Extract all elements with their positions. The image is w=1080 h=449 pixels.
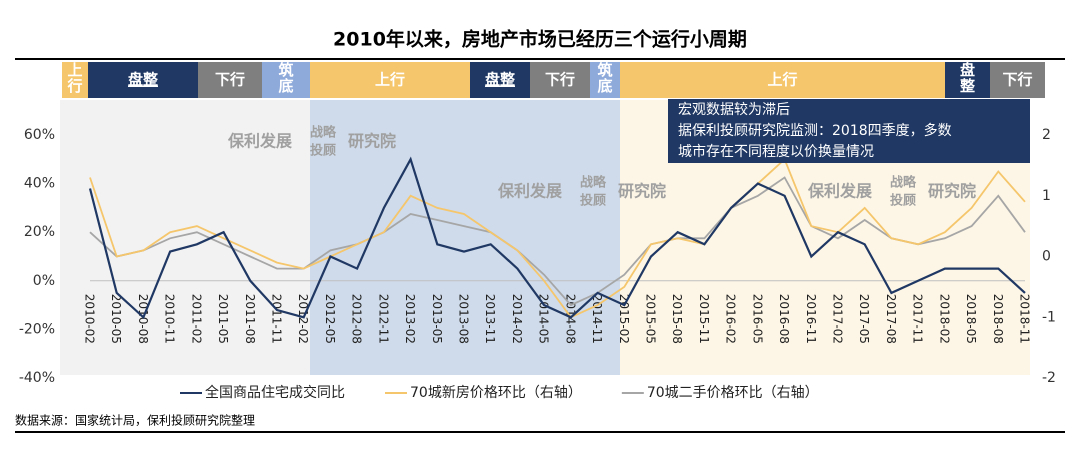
phase-cell bbox=[470, 62, 530, 98]
phase-cell bbox=[530, 62, 590, 98]
x-tick-label: 2011-05 bbox=[216, 294, 230, 344]
x-tick-label: 2014-08 bbox=[563, 294, 577, 344]
annotation: 城市存在不同程度以价换量情况 bbox=[678, 143, 874, 160]
phase-label: 上行 bbox=[767, 71, 797, 89]
x-tick-label: 2017-02 bbox=[831, 294, 845, 344]
watermark: 研究院 bbox=[348, 132, 396, 151]
x-tick-label: 2014-02 bbox=[510, 294, 524, 344]
phase-label: 下行 bbox=[1002, 71, 1032, 89]
x-tick-label: 2013-11 bbox=[483, 294, 497, 344]
phase-label: 盘整 bbox=[485, 71, 515, 89]
annotation-box bbox=[668, 99, 1030, 163]
x-tick-label: 2016-05 bbox=[750, 294, 764, 344]
watermark: 战略 bbox=[890, 175, 917, 191]
phase-cell bbox=[310, 62, 470, 98]
x-tick-label: 2018-08 bbox=[991, 294, 1005, 344]
phase-label: 盘整 bbox=[128, 71, 158, 89]
chart-title: 2010年以来，房地产市场已经历三个运行小周期 bbox=[333, 28, 747, 51]
x-tick-label: 2016-08 bbox=[777, 294, 791, 344]
x-tick-label: 2013-08 bbox=[457, 294, 471, 344]
x-tick-label: 2016-02 bbox=[724, 294, 738, 344]
phase-cell bbox=[620, 62, 945, 98]
x-tick-label: 2011-02 bbox=[189, 294, 203, 344]
phase-cell bbox=[262, 62, 310, 98]
x-tick-label: 2010-08 bbox=[136, 294, 150, 344]
x-tick-label: 2012-05 bbox=[323, 294, 337, 344]
legend-label: 70城新房价格环比（右轴） bbox=[410, 385, 582, 401]
line-series bbox=[89, 157, 1026, 319]
phase-label: 下行 bbox=[545, 71, 575, 89]
watermark: 投顾 bbox=[890, 193, 916, 209]
line-series bbox=[89, 176, 1026, 307]
x-tick-label: 2016-11 bbox=[804, 294, 818, 344]
phase-cell bbox=[990, 62, 1045, 98]
watermark: 战略 bbox=[580, 175, 607, 191]
watermark: 研究院 bbox=[928, 182, 976, 201]
y2-tick-label: 0 bbox=[1042, 249, 1051, 265]
phase-label: 下行 bbox=[215, 71, 245, 89]
x-tick-label: 2012-08 bbox=[350, 294, 364, 344]
y2-tick-label: -1 bbox=[1042, 309, 1056, 325]
phase-label: 上行 bbox=[375, 71, 405, 89]
y-tick-label: 0% bbox=[33, 273, 55, 289]
x-tick-label: 2011-08 bbox=[243, 294, 257, 344]
x-tick-label: 2014-05 bbox=[537, 294, 551, 344]
y-tick-label: -40% bbox=[19, 370, 55, 386]
watermark: 研究院 bbox=[618, 182, 666, 201]
watermark: 投顾 bbox=[310, 143, 336, 159]
annotation: 宏观数据较为滞后 bbox=[678, 102, 790, 118]
annotation: 据保利投顾研究院监测：2018四季度，多数 bbox=[678, 122, 952, 139]
watermark: 保利发展 bbox=[497, 182, 563, 201]
x-tick-label: 2010-11 bbox=[163, 294, 177, 344]
watermark: 保利发展 bbox=[807, 182, 873, 201]
phase-cell bbox=[198, 62, 262, 98]
y-tick-label: 60% bbox=[24, 127, 55, 143]
x-tick-label: 2018-05 bbox=[964, 294, 978, 344]
phase-label: 筑底 bbox=[277, 61, 293, 95]
x-tick-label: 2017-08 bbox=[884, 294, 898, 344]
y-tick-label: -20% bbox=[19, 321, 55, 337]
watermark: 投顾 bbox=[580, 193, 606, 209]
legend-label: 70城二手价格环比（右轴） bbox=[647, 385, 819, 401]
x-tick-label: 2015-02 bbox=[617, 294, 631, 344]
watermark: 战略 bbox=[310, 125, 337, 141]
x-tick-label: 2018-11 bbox=[1018, 294, 1032, 344]
phase-cell bbox=[88, 62, 198, 98]
x-tick-label: 2012-02 bbox=[296, 294, 310, 344]
y2-tick-label: -2 bbox=[1042, 370, 1056, 386]
source: 数据来源：国家统计局，保利投顾研究院整理 bbox=[15, 413, 255, 428]
x-tick-label: 2017-05 bbox=[857, 294, 871, 344]
y-tick-label: 20% bbox=[24, 224, 55, 240]
x-tick-label: 2013-02 bbox=[403, 294, 417, 344]
y-tick-label: 40% bbox=[24, 176, 55, 192]
x-tick-label: 2018-02 bbox=[937, 294, 951, 344]
x-tick-label: 2013-05 bbox=[430, 294, 444, 344]
watermark: 保利发展 bbox=[227, 132, 293, 151]
x-tick-label: 2010-05 bbox=[109, 294, 123, 344]
phase-cell bbox=[590, 62, 620, 98]
line-series bbox=[88, 156, 1026, 320]
x-tick-label: 2017-11 bbox=[911, 294, 925, 344]
phase-bg bbox=[310, 100, 620, 375]
legend-label: 全国商品住宅成交同比 bbox=[205, 384, 345, 401]
x-tick-label: 2015-08 bbox=[670, 294, 684, 344]
x-tick-label: 2012-11 bbox=[376, 294, 390, 344]
x-tick-label: 2010-02 bbox=[83, 294, 97, 344]
x-tick-label: 2011-11 bbox=[270, 294, 284, 344]
y2-tick-label: 1 bbox=[1042, 188, 1051, 204]
phase-label: 筑底 bbox=[596, 61, 612, 95]
x-tick-label: 2015-11 bbox=[697, 294, 711, 344]
phase-cell bbox=[62, 62, 88, 98]
phase-label: 盘整 bbox=[960, 61, 975, 95]
x-tick-label: 2015-05 bbox=[644, 294, 658, 344]
phase-cell bbox=[945, 62, 990, 98]
y2-tick-label: 2 bbox=[1042, 127, 1051, 143]
phase-label: 上行 bbox=[66, 61, 82, 95]
